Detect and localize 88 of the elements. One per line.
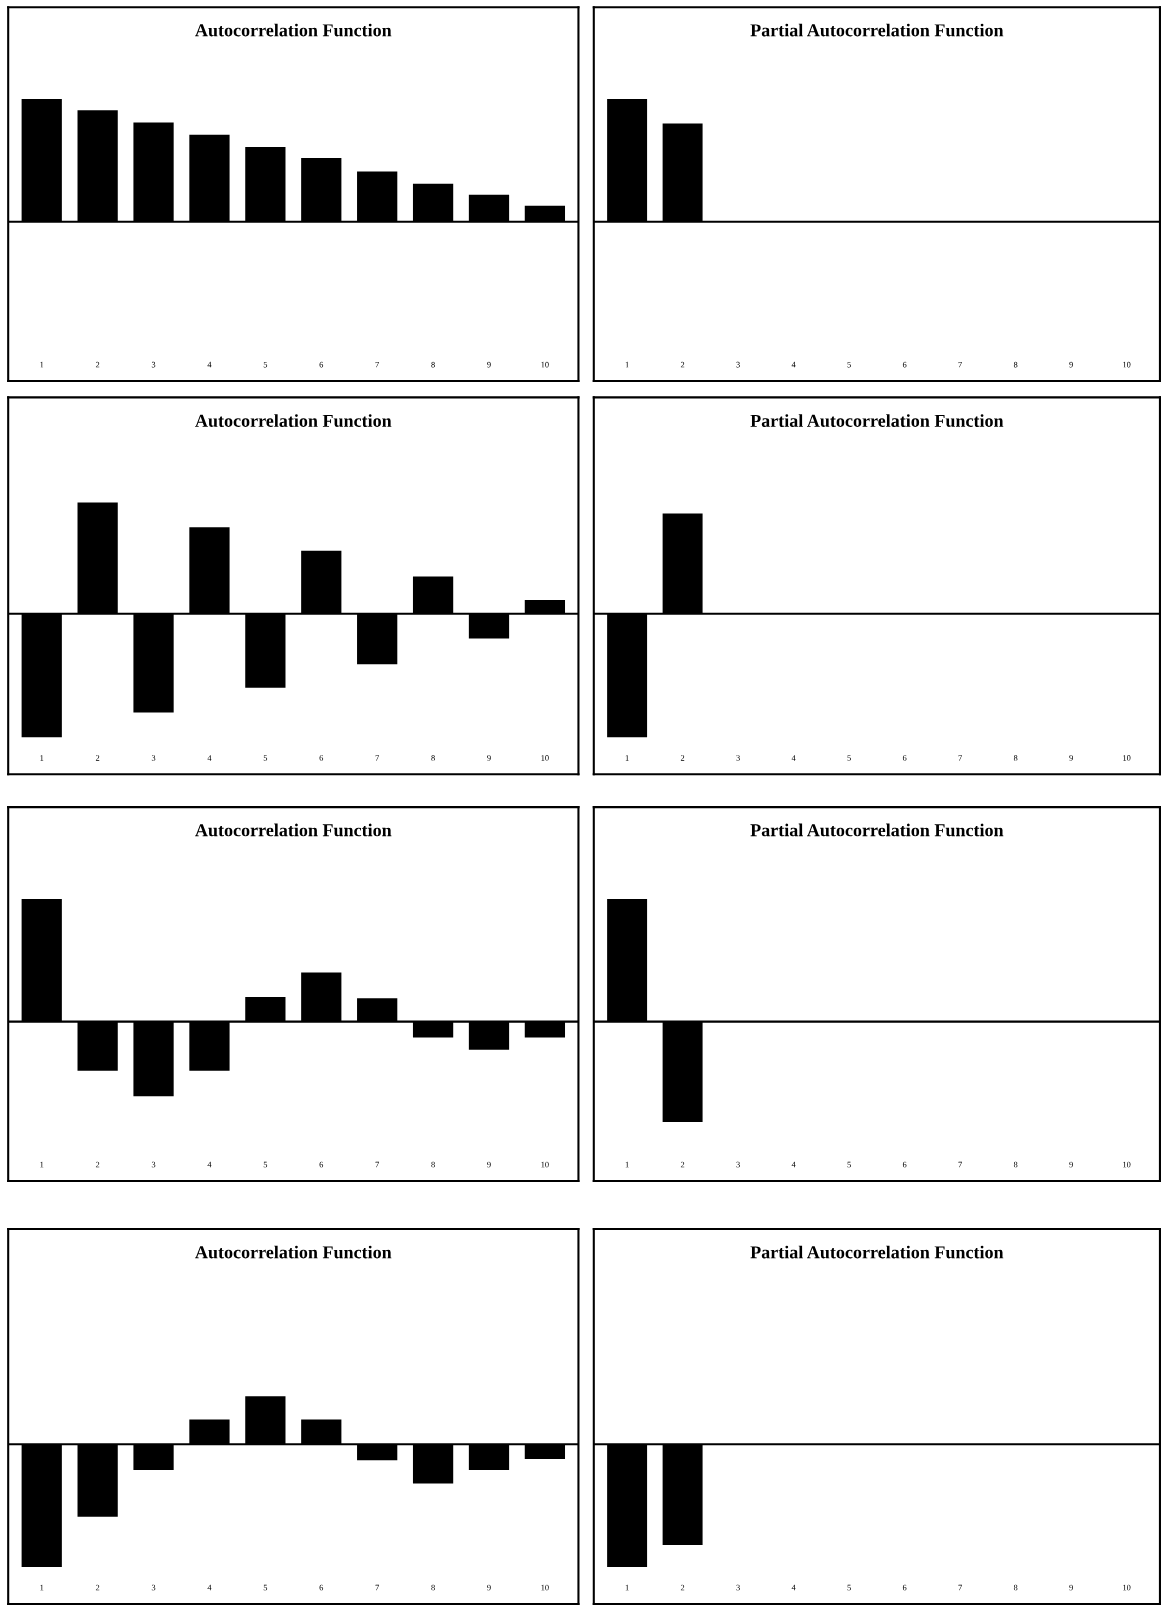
x-tick-label: 9	[487, 1161, 491, 1168]
x-tick-label: 7	[958, 361, 962, 368]
chart-title: Autocorrelation Function	[195, 823, 392, 837]
chart-title: Autocorrelation Function	[195, 414, 392, 427]
x-tick-label: 7	[958, 755, 962, 761]
x-tick-label: 9	[1069, 361, 1073, 368]
x-tick-label: 2	[95, 1584, 100, 1591]
x-tick-label: 10	[1123, 755, 1131, 761]
x-tick-label: 5	[263, 1584, 268, 1591]
x-tick-label: 1	[40, 1161, 44, 1168]
x-tick-label: 3	[736, 755, 740, 761]
x-tick-label: 1	[625, 755, 629, 761]
x-tick-label: 9	[1069, 1584, 1073, 1591]
x-tick-label: 3	[151, 1161, 156, 1168]
x-tick-label: 3	[736, 361, 740, 368]
x-tick-label: 10	[541, 755, 549, 761]
x-tick-label: 5	[263, 1161, 268, 1168]
x-tick-label: 10	[1123, 361, 1131, 368]
x-tick-label: 5	[263, 755, 268, 761]
x-tick-label: 2	[95, 1161, 100, 1168]
x-tick-label: 1	[40, 361, 44, 368]
x-tick-label: 7	[958, 1161, 962, 1168]
x-tick-label: 3	[736, 1161, 740, 1168]
x-tick-label: 10	[1123, 1584, 1131, 1591]
x-tick-label: 3	[736, 1584, 740, 1591]
x-tick-label: 5	[847, 1584, 851, 1591]
chart-title: Partial Autocorrelation Function	[750, 1245, 1004, 1259]
x-tick-label: 8	[1013, 1161, 1018, 1168]
x-tick-label: 4	[207, 755, 212, 761]
chart-title: Autocorrelation Function	[195, 1245, 392, 1259]
x-tick-label: 6	[902, 1584, 907, 1591]
x-tick-label: 4	[791, 755, 796, 761]
x-tick-label: 4	[207, 1584, 212, 1591]
x-tick-label: 4	[791, 361, 796, 368]
x-tick-label: 10	[541, 1584, 549, 1591]
x-tick-label: 2	[680, 1161, 685, 1168]
x-tick-label: 2	[95, 361, 100, 368]
x-tick-label: 7	[375, 1161, 380, 1168]
x-tick-label: 10	[541, 361, 549, 368]
x-tick-label: 1	[40, 755, 44, 761]
x-tick-label: 8	[1013, 755, 1018, 761]
x-tick-label: 7	[375, 755, 380, 761]
x-tick-label: 2	[680, 361, 685, 368]
x-tick-label: 10	[541, 1161, 549, 1168]
x-tick-label: 6	[319, 361, 324, 368]
x-tick-label: 8	[431, 1584, 435, 1591]
x-tick-label: 6	[319, 755, 324, 761]
x-tick-label: 6	[319, 1584, 324, 1591]
x-tick-label: 8	[1013, 1584, 1018, 1591]
chart-title: Partial Autocorrelation Function	[750, 23, 1004, 37]
x-tick-label: 5	[847, 755, 851, 761]
chart-title: Partial Autocorrelation Function	[750, 823, 1004, 837]
x-tick-label: 3	[151, 755, 156, 761]
x-tick-label: 1	[625, 361, 629, 368]
x-tick-label: 9	[1069, 1161, 1073, 1168]
x-tick-label: 10	[1123, 1161, 1131, 1168]
x-tick-label: 8	[431, 361, 435, 368]
x-tick-label: 2	[680, 1584, 685, 1591]
x-tick-label: 5	[847, 1161, 851, 1168]
x-tick-label: 5	[847, 361, 851, 368]
x-tick-label: 6	[902, 755, 907, 761]
x-tick-label: 7	[375, 361, 380, 368]
x-tick-label: 5	[263, 361, 268, 368]
x-tick-label: 3	[151, 1584, 156, 1591]
x-tick-label: 8	[431, 755, 435, 761]
x-tick-label: 2	[95, 755, 100, 761]
x-tick-label: 4	[207, 361, 212, 368]
x-tick-label: 1	[625, 1584, 629, 1591]
x-tick-label: 9	[487, 361, 491, 368]
chart-title: Autocorrelation Function	[195, 23, 392, 37]
chart-title: Partial Autocorrelation Function	[750, 414, 1004, 427]
x-tick-label: 7	[958, 1584, 962, 1591]
x-tick-label: 6	[319, 1161, 324, 1168]
x-tick-label: 4	[791, 1161, 796, 1168]
x-tick-label: 7	[375, 1584, 380, 1591]
x-tick-label: 6	[902, 1161, 907, 1168]
x-tick-label: 8	[431, 1161, 435, 1168]
x-tick-label: 4	[791, 1584, 796, 1591]
x-tick-label: 6	[902, 361, 907, 368]
x-tick-label: 9	[1069, 755, 1073, 761]
x-tick-label: 2	[680, 755, 685, 761]
x-tick-label: 3	[151, 361, 156, 368]
x-tick-label: 4	[207, 1161, 212, 1168]
x-tick-label: 8	[1013, 361, 1018, 368]
x-tick-label: 9	[487, 755, 491, 761]
x-tick-label: 1	[40, 1584, 44, 1591]
x-tick-label: 1	[625, 1161, 629, 1168]
x-tick-label: 9	[487, 1584, 491, 1591]
